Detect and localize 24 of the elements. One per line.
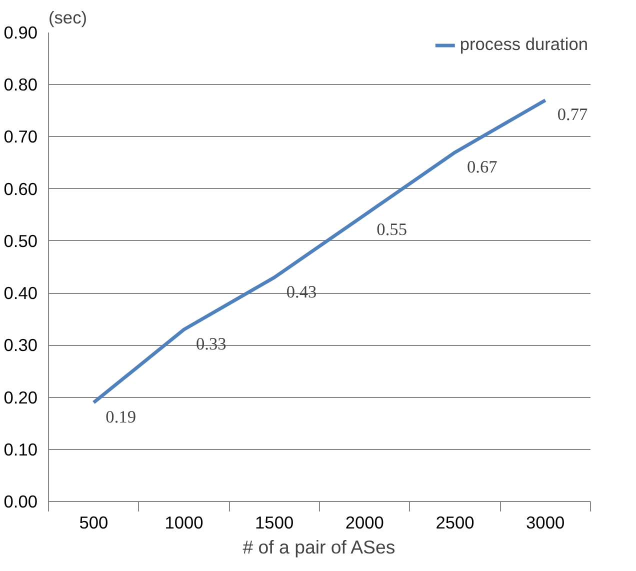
x-tick-label: 2500 <box>436 512 474 532</box>
data-label: 0.55 <box>376 220 407 239</box>
y-tick-label: 0.30 <box>4 335 38 356</box>
x-tick-label: 500 <box>79 512 108 532</box>
data-label: 0.19 <box>106 407 136 426</box>
y-tick-label: 0.60 <box>4 178 38 199</box>
data-label: 0.77 <box>557 105 588 124</box>
y-tick-label: 0.70 <box>4 126 38 147</box>
y-tick-label: 0.40 <box>4 283 38 304</box>
y-tick-label: 0.10 <box>4 439 38 460</box>
x-tick-label: 3000 <box>526 512 565 532</box>
y-axis-title: (sec) <box>48 8 88 28</box>
y-tick-label: 0.00 <box>4 492 38 512</box>
x-axis-title: # of a pair of ASes <box>242 536 396 558</box>
x-tick-label: 2000 <box>345 512 384 532</box>
y-tick-label: 0.80 <box>4 74 38 95</box>
legend-label: process duration <box>460 34 588 55</box>
y-tick-label: 0.50 <box>4 230 38 251</box>
x-tick-label: 1500 <box>255 512 294 532</box>
y-tick-label: 0.90 <box>4 22 38 42</box>
line-series <box>92 98 548 404</box>
data-label: 0.67 <box>467 157 498 176</box>
x-tick-label: 1000 <box>164 512 204 532</box>
y-tick-label: 0.20 <box>4 387 38 408</box>
